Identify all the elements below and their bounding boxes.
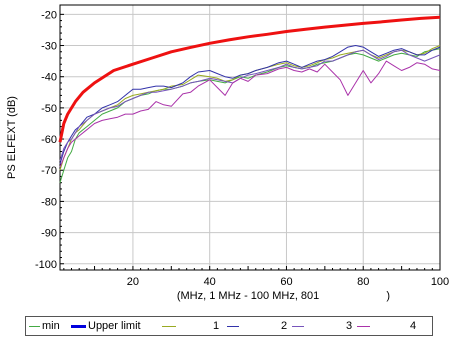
- legend-swatch-2: [227, 326, 239, 327]
- y-tick-label: -60: [41, 134, 57, 146]
- x-axis-label-tail: ): [386, 290, 390, 302]
- y-tick-label: -50: [41, 103, 57, 115]
- x-tick-label: 20: [127, 276, 139, 288]
- y-tick-label: -30: [41, 41, 57, 53]
- y-tick-label: -90: [41, 228, 57, 240]
- y-tick-label: -100: [35, 259, 57, 271]
- legend-label-3: 3: [346, 320, 353, 332]
- series-line-min: [59, 48, 441, 183]
- legend-swatch-4: [357, 326, 370, 327]
- legend-label-1: 1: [213, 320, 220, 332]
- y-tick-label: -20: [41, 9, 57, 21]
- legend-label-2: 2: [281, 320, 288, 332]
- x-axis-label: (MHz, 1 MHz - 100 MHz, 801: [177, 290, 319, 302]
- legend-swatch-min: [29, 326, 40, 327]
- legend-label-upper-limit: Upper limit: [88, 320, 141, 332]
- y-axis-label: PS ELFEXT (dB): [6, 96, 18, 179]
- legend: min Upper limit 1 2 3 4: [25, 316, 433, 336]
- x-tick-label: 80: [357, 276, 369, 288]
- x-tick-label: 100: [431, 276, 449, 288]
- y-tick-label: -80: [41, 196, 57, 208]
- y-tick-label: -40: [41, 72, 57, 84]
- legend-label-4: 4: [410, 320, 417, 332]
- legend-label-min: min: [42, 320, 60, 332]
- y-tick-label: -70: [41, 165, 57, 177]
- legend-swatch-3: [292, 326, 304, 327]
- series-line-upper-limit: [58, 15, 441, 143]
- legend-swatch-1: [162, 326, 176, 327]
- plot-frame: [59, 4, 441, 271]
- x-tick-label: 40: [204, 276, 216, 288]
- series-line-2: [59, 45, 441, 165]
- legend-swatch-upper-limit: [71, 325, 86, 328]
- series-line-4: [59, 60, 441, 168]
- x-tick-label: 60: [280, 276, 292, 288]
